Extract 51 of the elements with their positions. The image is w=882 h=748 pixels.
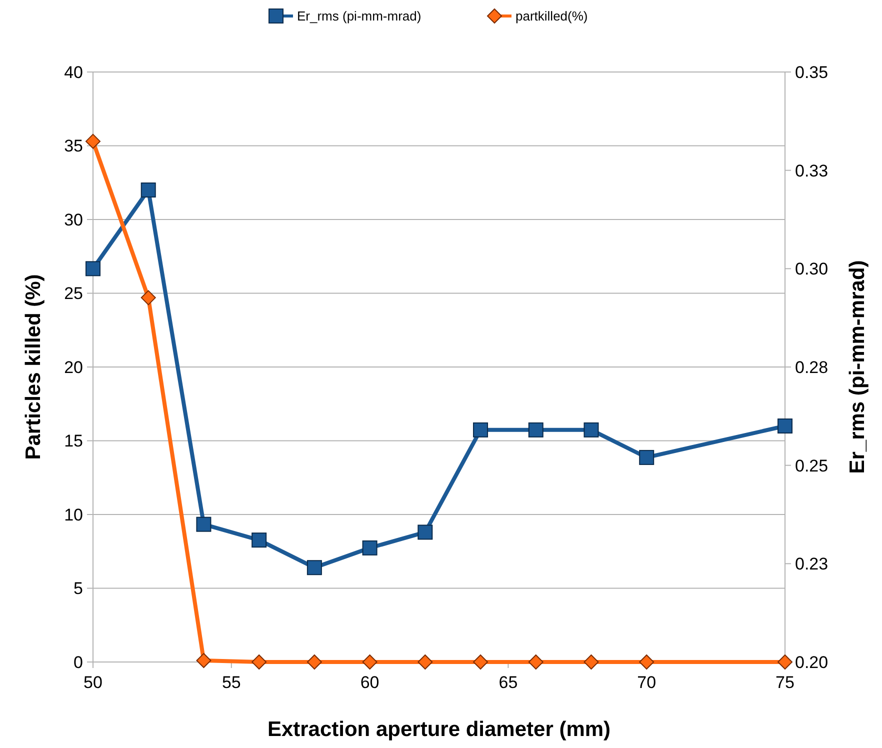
- point: [473, 422, 488, 438]
- point: [778, 418, 792, 434]
- y-tick-label: 0: [74, 652, 83, 672]
- point: [418, 654, 433, 670]
- y2-tick-label: 0.28: [795, 358, 828, 377]
- point: [306, 654, 322, 670]
- y2-tick-label: 0.30: [795, 260, 828, 279]
- y-tick-label: 35: [64, 136, 83, 156]
- point: [140, 182, 156, 198]
- y-tick-label: 25: [64, 284, 83, 304]
- point: [362, 654, 378, 670]
- point: [196, 516, 212, 532]
- x-tick-label: 50: [84, 673, 102, 692]
- y-tick-label: 15: [64, 432, 83, 451]
- y2-tick-label: 0.23: [795, 554, 828, 574]
- point: [778, 654, 792, 670]
- y2-tick-label: 0.33: [795, 161, 828, 180]
- y2-tick-label: 0.25: [795, 456, 828, 476]
- y-tick-label: 10: [64, 505, 83, 524]
- point: [639, 654, 654, 670]
- y2-axis-title: Er_rms (pi-mm-mrad): [846, 260, 869, 474]
- point: [473, 654, 488, 670]
- y-tick-label: 20: [64, 358, 83, 377]
- point: [86, 261, 100, 276]
- point: [528, 654, 544, 670]
- y-tick-label: 40: [64, 62, 83, 82]
- point: [418, 524, 433, 540]
- point: [306, 560, 322, 576]
- point: [140, 290, 156, 306]
- y-tick-label: 5: [74, 579, 83, 598]
- y2-tick-label: 0.20: [795, 652, 828, 672]
- x-tick-label: 60: [360, 673, 380, 692]
- point: [528, 422, 544, 438]
- point: [86, 134, 100, 149]
- y2-tick-label: 0.35: [795, 62, 828, 82]
- point: [639, 450, 654, 465]
- legend-label: partkilled(%): [516, 8, 588, 24]
- x-axis-title: Extraction aperture diameter (mm): [267, 718, 611, 741]
- point: [584, 422, 599, 438]
- point: [584, 654, 599, 670]
- x-tick-label: 70: [637, 673, 656, 692]
- point: [362, 540, 378, 556]
- legend-label: Er_rms (pi-mm-mrad): [297, 8, 422, 24]
- x-tick-label: 55: [222, 673, 241, 692]
- point: [252, 532, 267, 548]
- point: [196, 653, 212, 668]
- y-tick-label: 30: [64, 210, 83, 230]
- x-tick-label: 65: [498, 673, 518, 692]
- point: [252, 654, 267, 670]
- y-axis-title: Particles killed (%): [22, 274, 45, 460]
- x-tick-label: 75: [776, 673, 794, 692]
